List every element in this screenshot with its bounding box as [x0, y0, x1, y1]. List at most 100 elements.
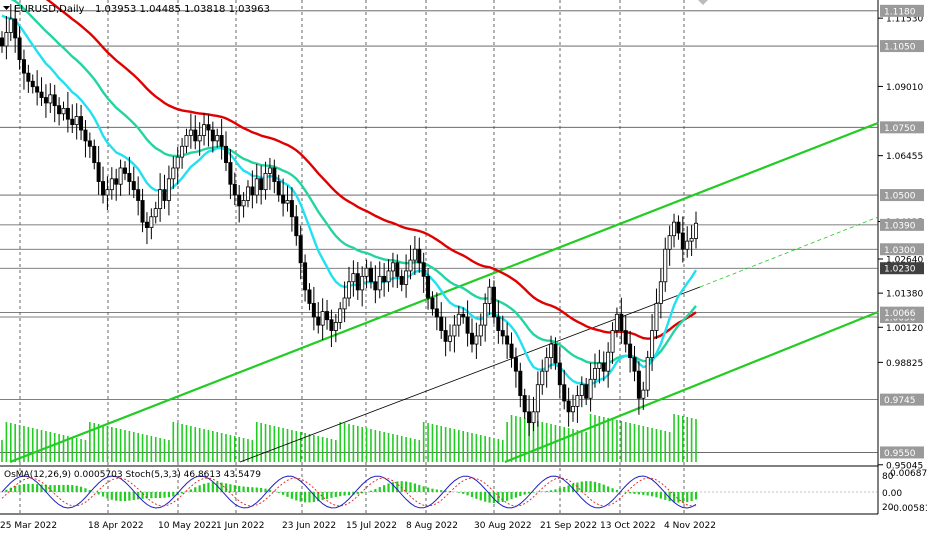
- candle-body: [689, 238, 694, 242]
- candle-body: [483, 303, 488, 326]
- candle-body: [360, 275, 365, 291]
- candle-body: [544, 357, 549, 372]
- price-tag: [880, 243, 924, 256]
- indicator-pane: 80 0.00 20 0.0068723 -0.005812: [0, 469, 927, 514]
- ema-144-line: [10, 0, 697, 365]
- candle-body: [188, 129, 193, 136]
- price-tag: [880, 121, 924, 134]
- candle-body: [8, 18, 13, 33]
- candle-body: [540, 370, 545, 386]
- candle-body: [645, 357, 650, 391]
- candle-body: [346, 281, 351, 299]
- candle-body: [456, 313, 461, 326]
- candle-body: [426, 275, 431, 299]
- candle-body: [566, 400, 571, 413]
- price-tag-label: 1.0750: [884, 124, 916, 134]
- price-tag-label: 1.0230: [884, 265, 916, 275]
- candle-body: [87, 140, 92, 147]
- candle-body: [232, 183, 237, 196]
- time-tick-label: 13 Oct 2022: [600, 521, 656, 531]
- candle-body: [522, 395, 527, 413]
- trend-extension-line: [699, 216, 879, 288]
- candle-body: [4, 32, 9, 47]
- candle-body: [13, 18, 18, 39]
- candle-body: [267, 167, 272, 174]
- candle-body: [105, 189, 110, 196]
- price-tag-label: 0.9745: [884, 396, 916, 406]
- time-tick-label: 1 Jun 2022: [216, 521, 264, 531]
- candle-body: [92, 145, 97, 163]
- candle-body: [623, 330, 628, 345]
- price-tag: [880, 4, 924, 17]
- candle-body: [628, 343, 633, 359]
- candle-body: [399, 275, 404, 285]
- time-tick-label: 4 Nov 2022: [664, 521, 716, 531]
- candle-body: [136, 189, 141, 201]
- candle-body: [619, 313, 624, 331]
- candle-body: [210, 129, 215, 142]
- candle-body: [663, 248, 668, 283]
- ema-200-line: [45, 0, 697, 340]
- candle-body: [114, 178, 119, 185]
- price-tick-label: 0.98825: [886, 359, 923, 369]
- candle-body: [408, 259, 413, 272]
- candle-body: [672, 221, 677, 237]
- candle-body: [601, 362, 606, 372]
- candle-body: [96, 162, 101, 182]
- price-tick-label: 1.01380: [886, 290, 923, 300]
- indicator-tick-label: 20: [882, 503, 894, 513]
- candle-body: [610, 330, 615, 353]
- candle-body: [35, 86, 40, 93]
- candle-body: [180, 145, 185, 158]
- price-tag: [880, 446, 924, 459]
- volume-bars: [1, 414, 697, 462]
- candle-body: [469, 332, 474, 345]
- candle-body: [298, 235, 303, 264]
- candle-body: [228, 162, 233, 185]
- candle-body: [351, 273, 356, 283]
- candle-body: [131, 181, 136, 191]
- candle-body: [79, 116, 84, 131]
- candle-body: [364, 267, 369, 277]
- candle-body: [30, 80, 35, 88]
- price-tag-label: 0.9550: [884, 449, 916, 459]
- level-lines: [0, 10, 878, 453]
- candle-body: [680, 232, 685, 250]
- indicator-tick-label: 0.00: [882, 489, 902, 499]
- candle-body: [430, 297, 435, 310]
- price-tag: [880, 189, 924, 202]
- time-tick-label: 15 Jul 2022: [346, 521, 397, 531]
- candle-body: [149, 216, 154, 228]
- candles: [0, 4, 699, 436]
- candle-body: [439, 316, 444, 331]
- candle-body: [549, 343, 554, 359]
- candle-body: [377, 275, 382, 291]
- price-tag-label: 1.0066: [884, 309, 916, 319]
- candle-body: [325, 311, 330, 321]
- candle-body: [202, 124, 207, 136]
- candle-body: [237, 194, 242, 207]
- candle-body: [122, 167, 127, 174]
- shift-marker-icon[interactable]: [698, 0, 708, 5]
- dropdown-triangle-icon[interactable]: [3, 6, 10, 10]
- candle-body: [39, 91, 44, 98]
- candle-body: [632, 357, 637, 372]
- candle-body: [575, 395, 580, 407]
- candle-body: [263, 172, 268, 191]
- candle-body: [193, 129, 198, 142]
- candle-body: [390, 262, 395, 272]
- candle-body: [654, 303, 659, 331]
- candle-body: [109, 178, 114, 191]
- price-tick-label: 1.00120: [886, 324, 923, 334]
- candle-body: [57, 105, 62, 115]
- stoch-signal-line: [1, 477, 697, 507]
- channel-lines: [9, 121, 879, 464]
- candle-body: [562, 384, 567, 402]
- candle-body: [333, 322, 338, 331]
- candle-body: [127, 172, 132, 182]
- candle-body: [61, 107, 66, 115]
- price-tag-label: 1.0390: [884, 221, 916, 231]
- candle-body: [276, 181, 281, 196]
